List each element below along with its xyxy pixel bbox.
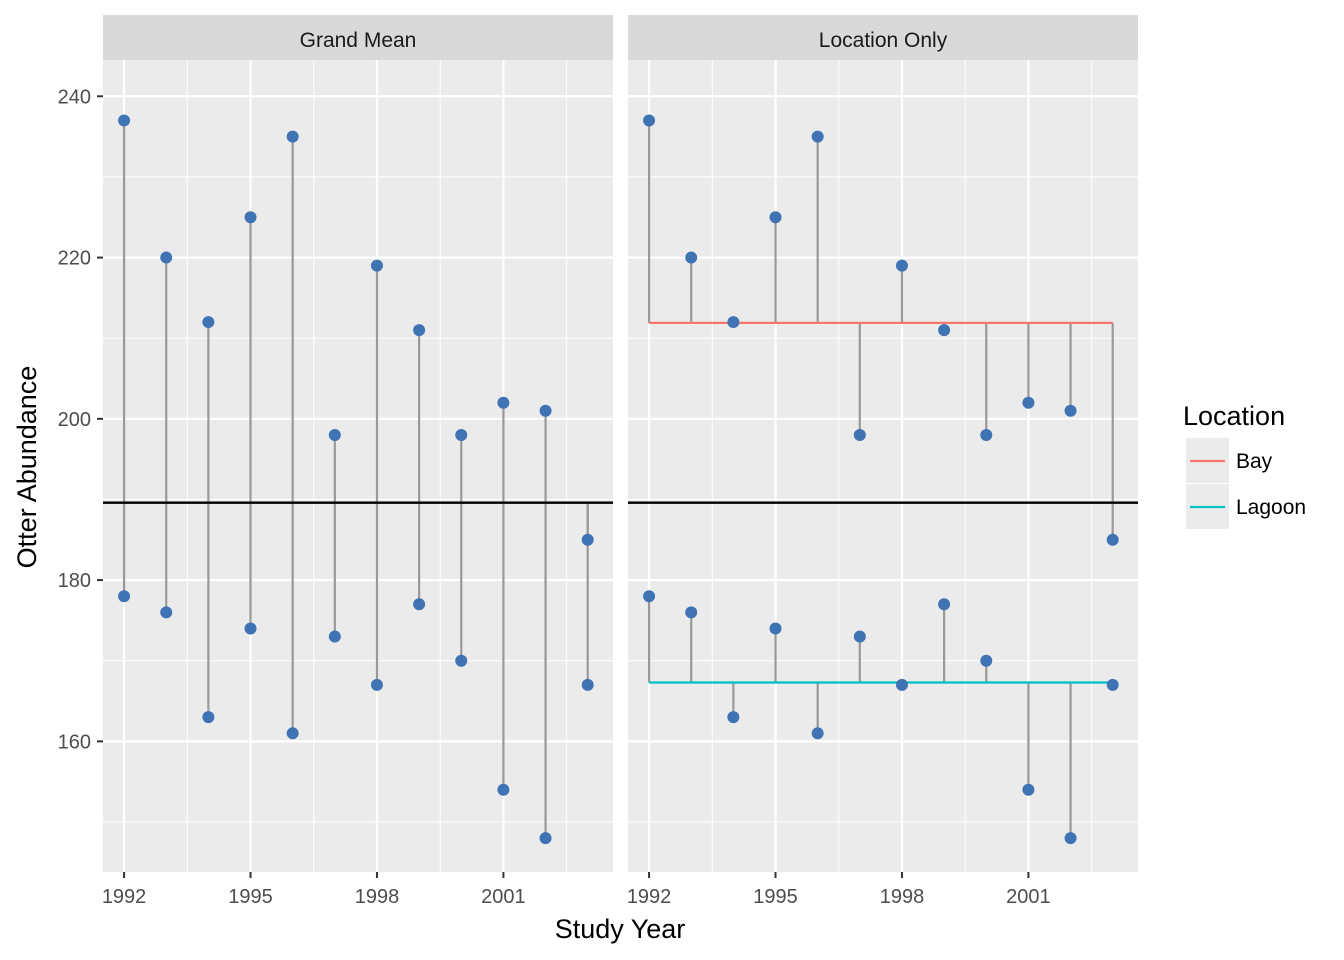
data-point [811,130,824,143]
panel-background [628,60,1138,872]
data-point [769,211,782,224]
data-point [160,251,173,264]
data-point [244,211,257,224]
x-tick-label: 1998 [880,886,925,908]
legend: Location Bay Lagoon [1183,401,1306,529]
data-point [1106,678,1119,691]
panel-background [103,60,613,872]
data-point [539,832,552,845]
x-tick-label: 1995 [228,886,273,908]
x-tick-label: 1992 [102,886,147,908]
data-point [1064,404,1077,417]
x-tick-label: 2001 [1006,886,1051,908]
data-point [938,324,951,337]
y-axis: 160 180 200 220 240 [58,86,103,753]
data-point [895,678,908,691]
legend-label-bay: Bay [1236,450,1273,473]
data-point [539,404,552,417]
data-point [286,130,299,143]
data-point [497,396,510,409]
data-point [118,590,131,603]
data-point [202,711,215,724]
facet-strip [628,15,1138,60]
data-point [455,654,468,667]
data-point [581,533,594,546]
legend-title: Location [1183,401,1285,431]
panel-location-only: Location Only [628,15,1138,872]
data-point [244,622,257,635]
x-tick-label: 1998 [355,886,400,908]
data-point [370,678,383,691]
facet-strip [103,15,613,60]
data-point [980,428,993,441]
x-tick-label: 2001 [481,886,526,908]
facet-strip-label: Grand Mean [300,29,417,52]
data-point [286,727,299,740]
data-point [727,316,740,329]
data-point [328,428,341,441]
y-tick-label: 200 [58,409,91,431]
legend-label-lagoon: Lagoon [1236,496,1306,519]
data-point [118,114,131,127]
data-point [853,428,866,441]
data-point [727,711,740,724]
data-point [1022,396,1035,409]
x-axis-title: Study Year [555,914,686,944]
data-point [370,259,383,272]
data-point [413,324,426,337]
data-point [455,428,468,441]
data-point [769,622,782,635]
x-axis-location-only: 1992 1995 1998 2001 [627,872,1051,908]
y-tick-label: 160 [58,731,91,753]
data-point [643,590,656,603]
data-point [1064,832,1077,845]
data-point [160,606,173,619]
data-point [328,630,341,643]
data-point [853,630,866,643]
y-tick-label: 220 [58,248,91,270]
y-tick-label: 180 [58,570,91,592]
data-point [497,783,510,796]
data-point [413,598,426,611]
x-axis-grand-mean: 1992 1995 1998 2001 [102,872,526,908]
data-point [1022,783,1035,796]
data-point [980,654,993,667]
data-point [643,114,656,127]
data-point [1106,533,1119,546]
facet-strip-label: Location Only [819,29,948,52]
data-point [685,606,698,619]
y-tick-label: 240 [58,86,91,108]
x-tick-label: 1995 [753,886,798,908]
data-point [581,678,594,691]
y-axis-title: Otter Abundance [12,366,42,569]
data-point [811,727,824,740]
data-point [938,598,951,611]
data-point [895,259,908,272]
data-point [685,251,698,264]
panel-grand-mean: Grand Mean [103,15,613,872]
data-point [202,316,215,329]
x-tick-label: 1992 [627,886,672,908]
